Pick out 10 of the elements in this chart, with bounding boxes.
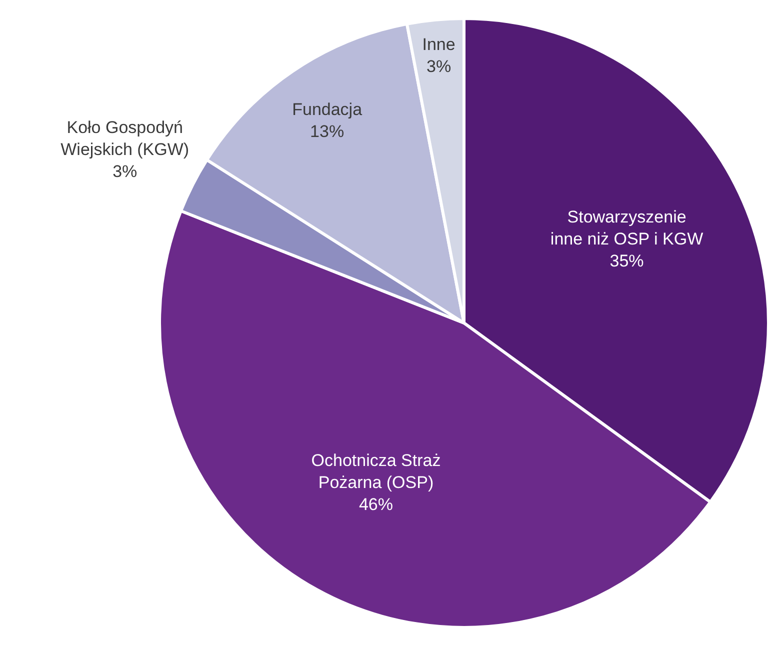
data-label: 3% [426,56,452,76]
slice-label: Koło Gospodyń Wiejskich (KGW) [60,118,190,159]
slice-label: Inne [422,34,456,54]
slice-label: Ochotnicza Straż Pożarna (OSP) [311,450,441,492]
data-label: 35% [610,252,644,271]
slice-label: Fundacja [292,100,363,120]
data-label: 13% [310,122,344,142]
data-label: 46% [358,494,393,514]
slice-label: Stowarzyszenie inne niż OSP i KGW [550,208,704,249]
data-label: 3% [112,162,138,181]
